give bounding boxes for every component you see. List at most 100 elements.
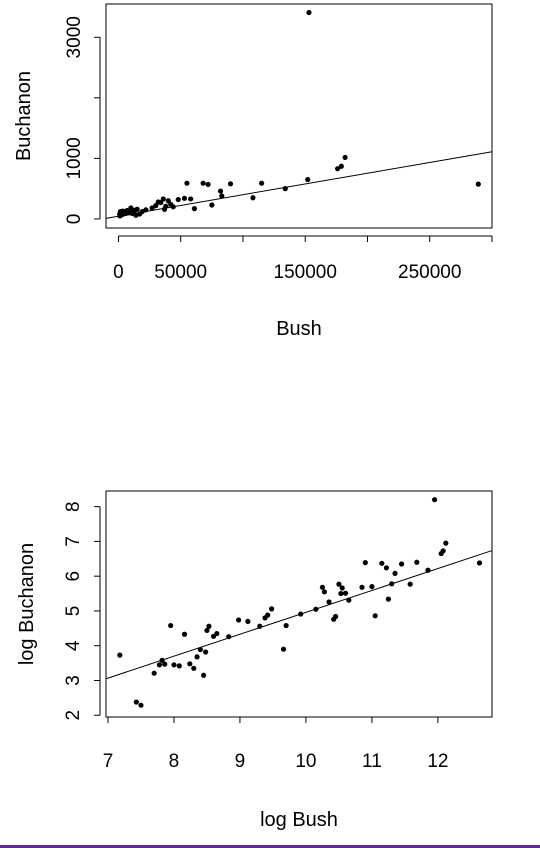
data-point: [342, 154, 348, 161]
data-point: [379, 560, 385, 566]
x-tick-label: 8: [169, 751, 180, 772]
data-point: [187, 661, 193, 667]
data-point: [205, 181, 211, 188]
data-point: [476, 560, 483, 566]
data-point: [117, 652, 123, 658]
data-point: [159, 657, 165, 663]
plot-frame: [105, 3, 493, 229]
data-point: [181, 195, 188, 201]
y-tick-label: 0: [64, 214, 85, 225]
data-point: [438, 550, 444, 557]
data-point: [217, 188, 224, 194]
data-point: [155, 199, 161, 205]
y-axis: 2 3 4 5 6 7 8: [63, 501, 101, 721]
data-point: [319, 584, 326, 590]
data-point: [385, 596, 392, 602]
data-point: [191, 665, 197, 671]
data-point: [475, 181, 481, 187]
data-point: [414, 559, 420, 565]
y-tick-label: 3: [63, 675, 84, 686]
y-tick-label: 4: [63, 640, 84, 651]
x-tick-label: 10: [295, 751, 316, 772]
data-point: [214, 630, 220, 637]
data-point: [257, 623, 263, 629]
data-point: [298, 611, 304, 617]
data-point: [176, 663, 182, 669]
y-tick-label: 5: [63, 606, 84, 617]
data-points: [117, 497, 483, 708]
data-point: [407, 581, 413, 587]
data-point: [265, 612, 271, 618]
data-point: [399, 561, 405, 567]
data-point: [269, 606, 275, 612]
data-point: [335, 166, 341, 172]
data-point: [259, 180, 265, 186]
data-point: [165, 198, 171, 204]
data-point: [171, 662, 177, 668]
data-point: [342, 590, 349, 596]
data-points: [117, 9, 481, 219]
data-point: [338, 590, 344, 597]
data-point: [359, 584, 365, 590]
data-point: [227, 181, 234, 187]
x-tick-label: 7: [103, 751, 114, 772]
data-point: [168, 622, 174, 629]
data-point: [250, 195, 256, 201]
data-point: [188, 196, 194, 202]
y-tick-label: 1000: [64, 137, 85, 179]
data-point: [338, 163, 344, 169]
regression-line: [105, 151, 493, 219]
data-point: [204, 627, 210, 634]
data-point: [203, 649, 209, 655]
x-axis-label: log Bush: [260, 809, 338, 831]
y-tick-label: 2: [63, 710, 84, 721]
x-axis-label: Bush: [276, 318, 322, 340]
data-point: [200, 180, 206, 186]
data-point: [156, 662, 163, 668]
data-point: [206, 623, 212, 629]
data-point: [133, 699, 139, 705]
data-point: [282, 186, 288, 192]
data-point: [149, 205, 155, 211]
x-tick-label: 150000: [274, 262, 337, 283]
data-point: [389, 581, 395, 587]
y-tick-label: 6: [63, 571, 84, 582]
data-point: [209, 202, 215, 208]
x-axis: 0 50000 150000 250000: [113, 235, 493, 283]
data-point: [219, 193, 225, 199]
data-point: [369, 584, 375, 590]
data-point: [425, 567, 431, 573]
data-point: [226, 634, 232, 640]
data-point: [336, 581, 342, 587]
x-tick-label: 12: [427, 751, 448, 772]
data-point: [161, 206, 168, 212]
data-point: [194, 654, 200, 660]
data-point: [326, 599, 332, 605]
data-point: [162, 661, 168, 667]
data-point: [443, 540, 449, 546]
data-point: [392, 570, 398, 577]
x-tick-label: 11: [362, 751, 382, 772]
data-point: [305, 176, 311, 183]
data-point: [280, 646, 287, 652]
y-axis-label: Buchanon: [13, 71, 35, 161]
scatter-log-bush-log-buchanon: 7 8 9 10 11 12 2 3 4 5 6 7 8 log Bush log Buchanon: [16, 490, 493, 831]
x-tick-label: 9: [235, 751, 246, 772]
data-point: [362, 560, 368, 566]
data-point: [313, 606, 319, 612]
data-point: [201, 672, 207, 678]
data-point: [170, 204, 176, 210]
data-point: [283, 622, 289, 629]
data-point: [245, 618, 251, 624]
data-point: [431, 497, 438, 503]
data-point: [383, 565, 390, 571]
data-point: [181, 631, 188, 637]
bottom-divider: [0, 845, 540, 848]
data-point: [175, 196, 181, 203]
y-tick-label: 7: [63, 536, 84, 547]
data-point: [151, 670, 157, 676]
data-point: [197, 646, 203, 653]
data-point: [306, 9, 312, 16]
x-tick-label: 0: [113, 262, 124, 283]
